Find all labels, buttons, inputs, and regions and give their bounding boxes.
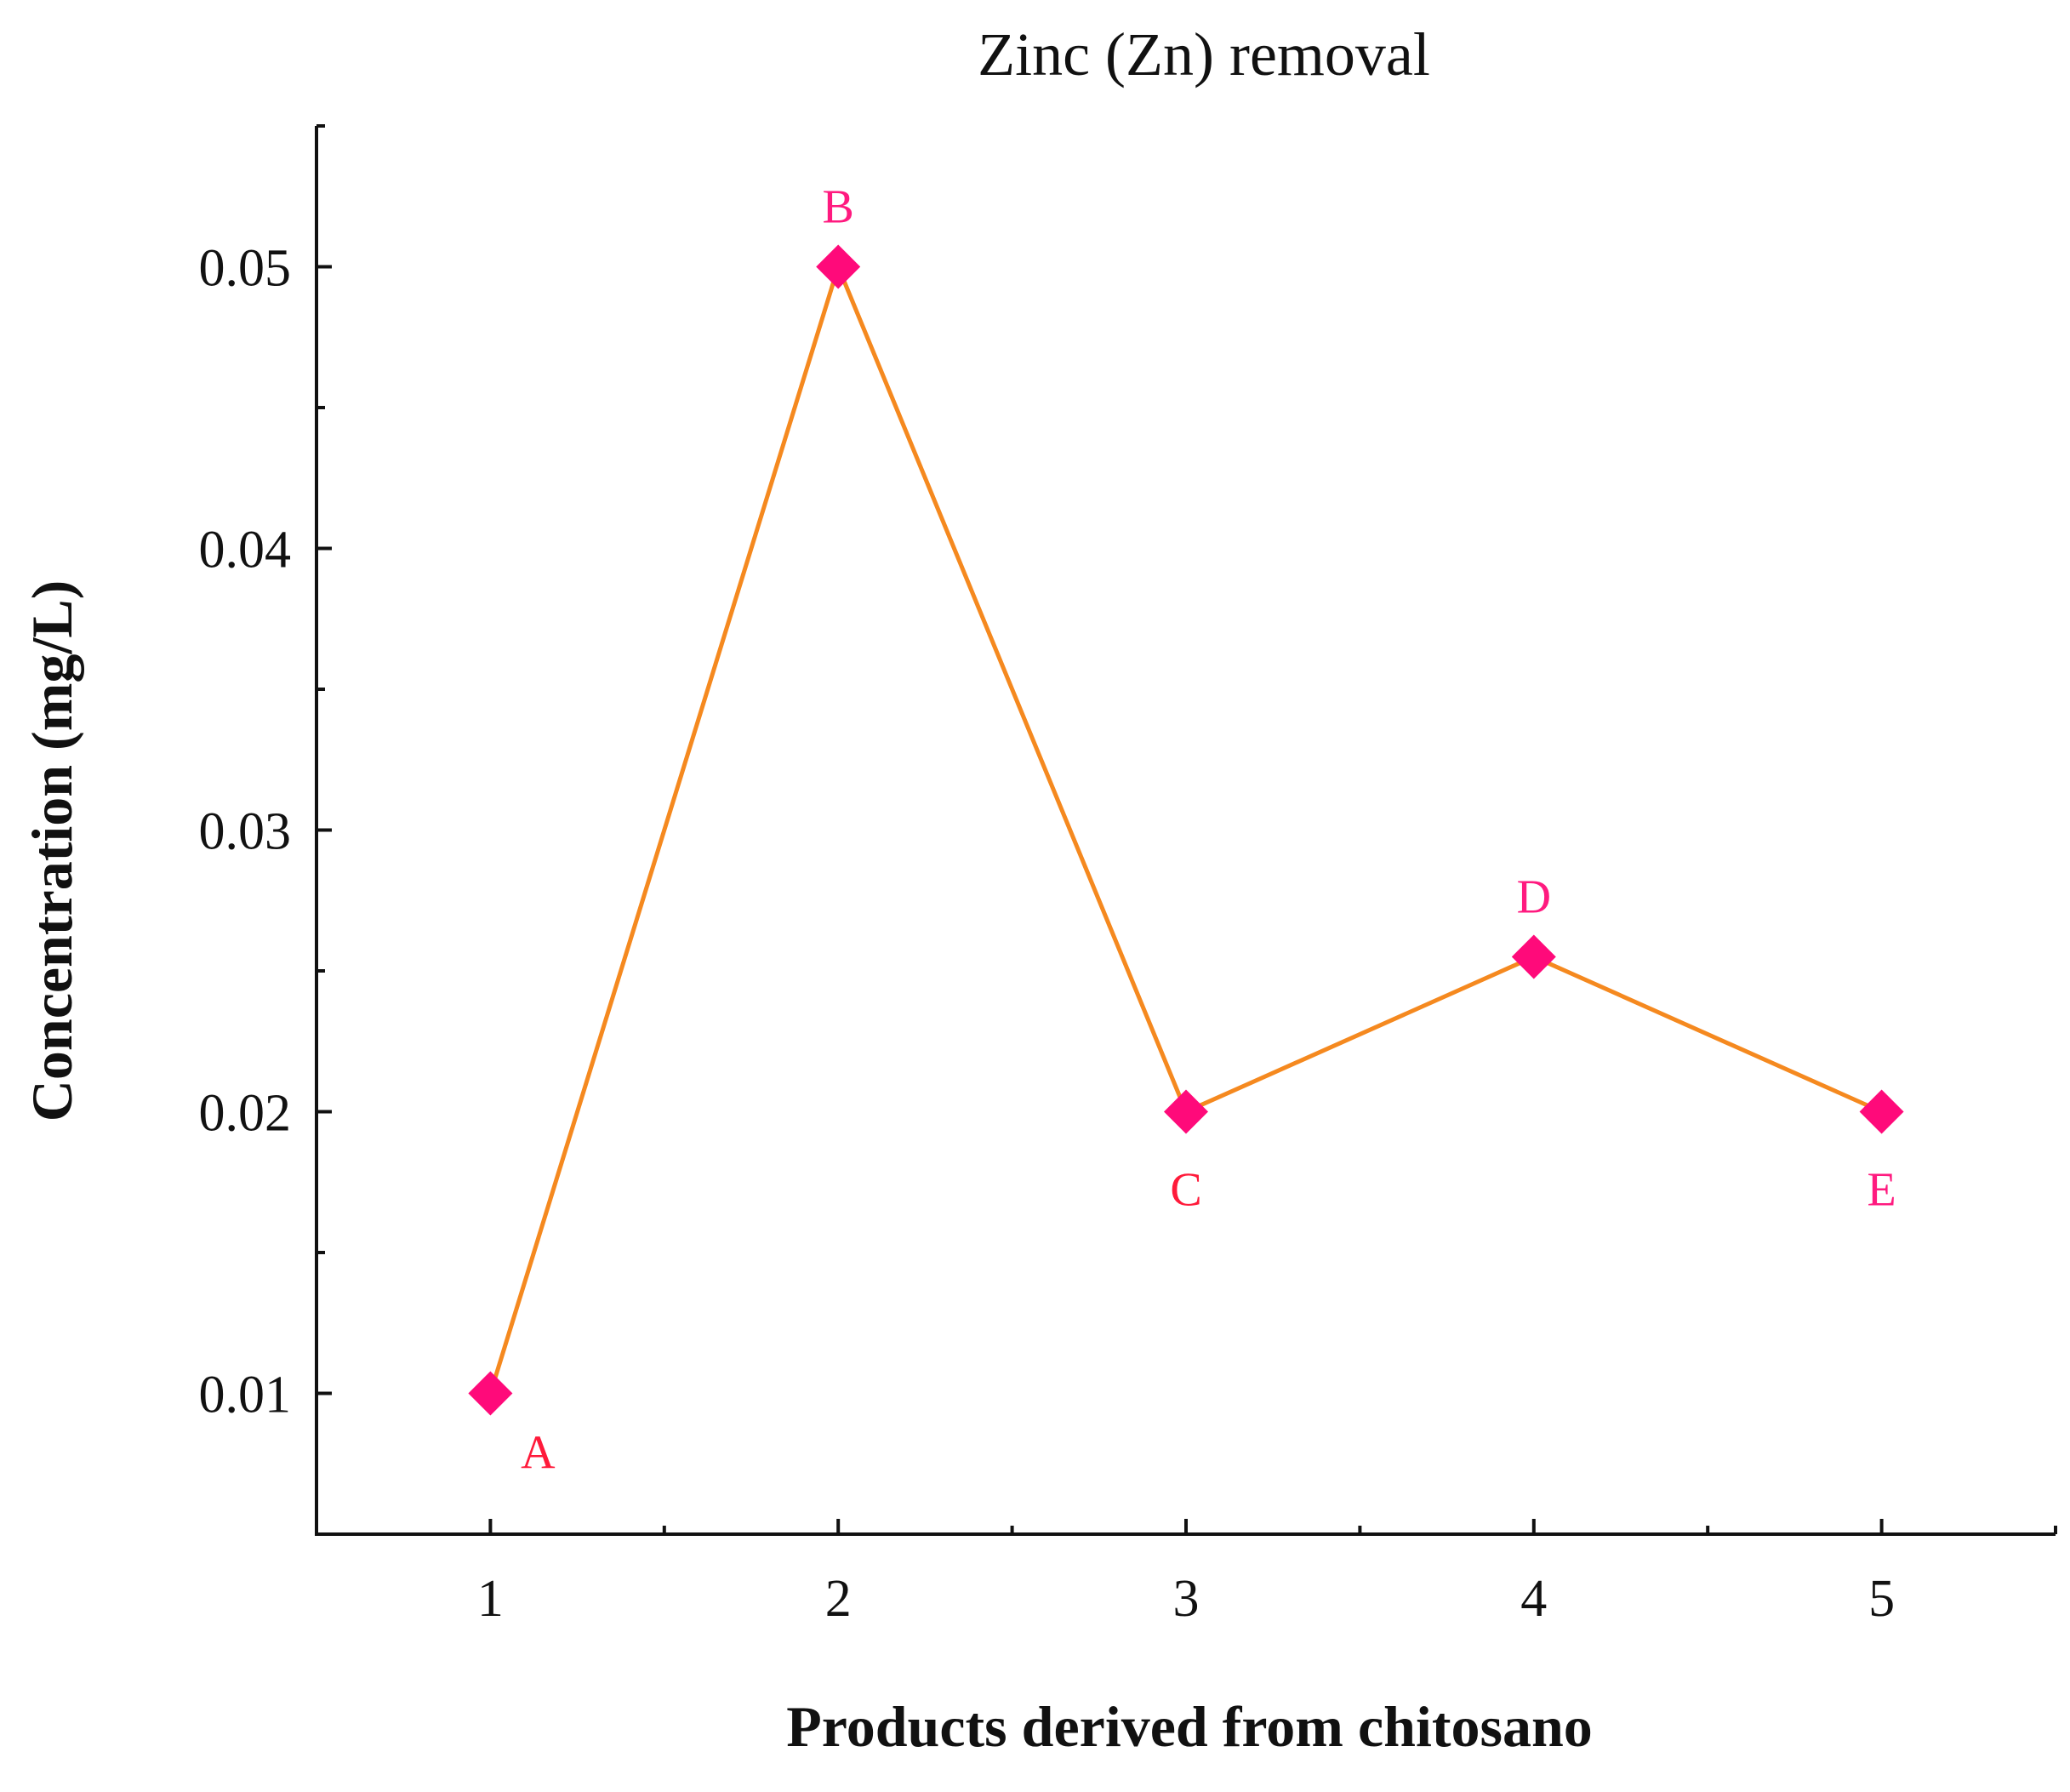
x-tick-label: 1 — [477, 1570, 504, 1628]
y-tick-label: 0.04 — [199, 522, 292, 579]
x-tick-label: 2 — [825, 1570, 852, 1628]
point-label: B — [823, 181, 854, 234]
x-tick-label: 4 — [1520, 1570, 1547, 1628]
point-label: C — [1170, 1164, 1201, 1217]
y-tick-label: 0.02 — [199, 1085, 292, 1143]
plot-area: A B C D E — [468, 181, 1904, 1480]
data-point — [468, 1371, 513, 1416]
axes: 0.01 0.02 0.03 0.04 0.05 1 2 3 4 5 — [199, 124, 2057, 1628]
point-label: E — [1867, 1164, 1896, 1217]
data-point — [1859, 1089, 1904, 1134]
y-tick-label: 0.03 — [199, 803, 292, 861]
point-label: A — [521, 1427, 556, 1480]
x-tick-label: 5 — [1868, 1570, 1895, 1628]
y-tick-label: 0.01 — [199, 1367, 292, 1424]
y-tick-label: 0.05 — [199, 240, 292, 298]
x-axis-label: Products derived from chitosano — [786, 1694, 1593, 1759]
x-ticks: 1 2 3 4 5 — [315, 1519, 2057, 1628]
series-line — [488, 265, 1883, 1395]
y-ticks: 0.01 0.02 0.03 0.04 0.05 — [199, 124, 332, 1536]
data-point — [816, 244, 861, 289]
data-point — [1164, 1089, 1208, 1134]
point-label: D — [1517, 870, 1551, 923]
data-point — [1511, 934, 1556, 979]
x-tick-label: 3 — [1173, 1570, 1200, 1628]
chart-title: Zinc (Zn) removal — [978, 20, 1430, 88]
y-axis-label: Concentration (mg/L) — [20, 580, 84, 1121]
